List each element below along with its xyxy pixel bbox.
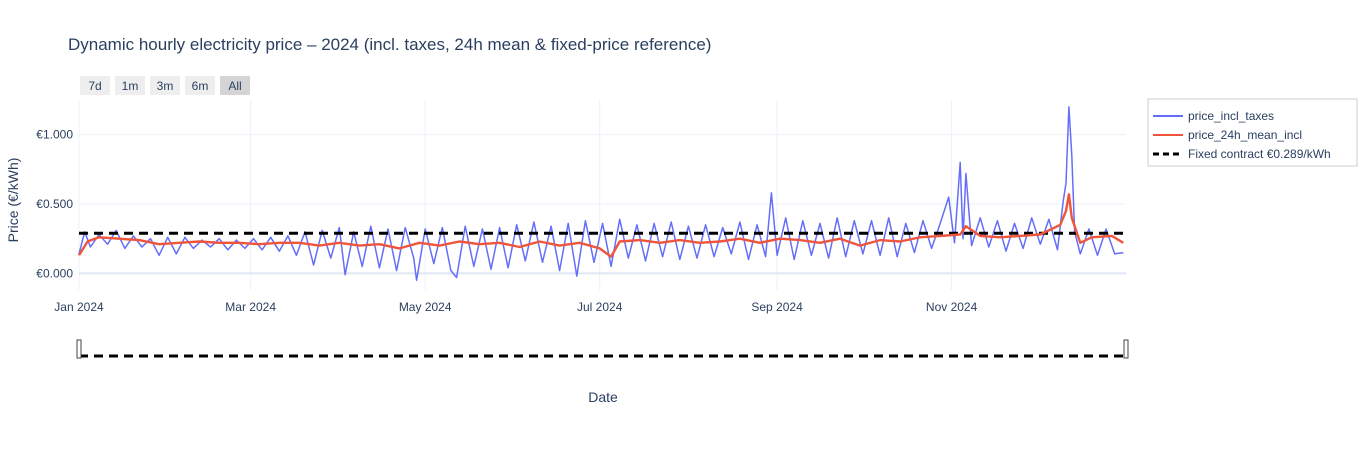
legend-box (1147, 98, 1358, 167)
x-axis: Jan 2024 Mar 2024 May 2024 Jul 2024 Sep 2024… (54, 300, 977, 314)
range-button-bg[interactable] (115, 76, 145, 95)
range-button-bg[interactable] (150, 76, 180, 95)
range-button-bg[interactable] (185, 76, 215, 95)
grid (78, 100, 1126, 290)
range-button-label[interactable]: 7d (88, 79, 101, 93)
range-button-6m[interactable]: 6m (185, 76, 215, 95)
plot-area[interactable] (77, 100, 1126, 290)
legend-item[interactable]: Fixed contract €0.289/kWh (1153, 147, 1331, 161)
range-slider[interactable] (76, 337, 1129, 361)
y-tick-label: €1.000 (36, 128, 73, 142)
range-button-label[interactable]: 1m (122, 79, 139, 93)
range-button-label[interactable]: All (228, 79, 241, 93)
legend-label: price_24h_mean_incl (1188, 128, 1302, 142)
series-line-price_incl_taxes (78, 106, 1124, 282)
y-axis-title: Price (€/kWh) (5, 158, 21, 243)
x-tick-label: Jan 2024 (54, 300, 104, 314)
legend-item[interactable]: price_24h_mean_incl (1153, 128, 1302, 142)
y-axis: €0.000 €0.500 €1.000 (36, 128, 73, 281)
legend-label: Fixed contract €0.289/kWh (1188, 147, 1331, 161)
x-tick-label: Jul 2024 (577, 300, 623, 314)
chart-title: Dynamic hourly electricity price – 2024 … (68, 35, 711, 54)
range-button-7d[interactable]: 7d (80, 76, 110, 95)
range-button-label[interactable]: 3m (157, 79, 174, 93)
range-button-bg[interactable] (80, 76, 110, 95)
series-layer (77, 106, 1126, 282)
legend: price_incl_taxes price_24h_mean_incl Fixed… (1147, 98, 1358, 167)
x-tick-label: Mar 2024 (225, 300, 276, 314)
range-button-bg[interactable] (220, 76, 250, 95)
range-button-1m[interactable]: 1m (115, 76, 145, 95)
range-slider-handle-left[interactable] (76, 339, 82, 359)
y-tick-label: €0.500 (36, 197, 73, 211)
range-button-label[interactable]: 6m (192, 79, 209, 93)
y-tick-label: €0.000 (36, 266, 73, 280)
range-button-All[interactable]: All (220, 76, 250, 95)
legend-label: price_incl_taxes (1188, 109, 1274, 123)
range-button-3m[interactable]: 3m (150, 76, 180, 95)
legend-item[interactable]: price_incl_taxes (1153, 109, 1274, 123)
x-tick-label: Sep 2024 (751, 300, 803, 314)
x-tick-label: Nov 2024 (926, 300, 978, 314)
range-slider-handle-right[interactable] (1123, 339, 1129, 359)
series-line-price_24h_mean_incl (77, 193, 1124, 258)
range-selector: 7d 1m 3m 6m All (80, 76, 250, 95)
x-tick-label: May 2024 (399, 300, 452, 314)
x-axis-title: Date (588, 389, 618, 405)
